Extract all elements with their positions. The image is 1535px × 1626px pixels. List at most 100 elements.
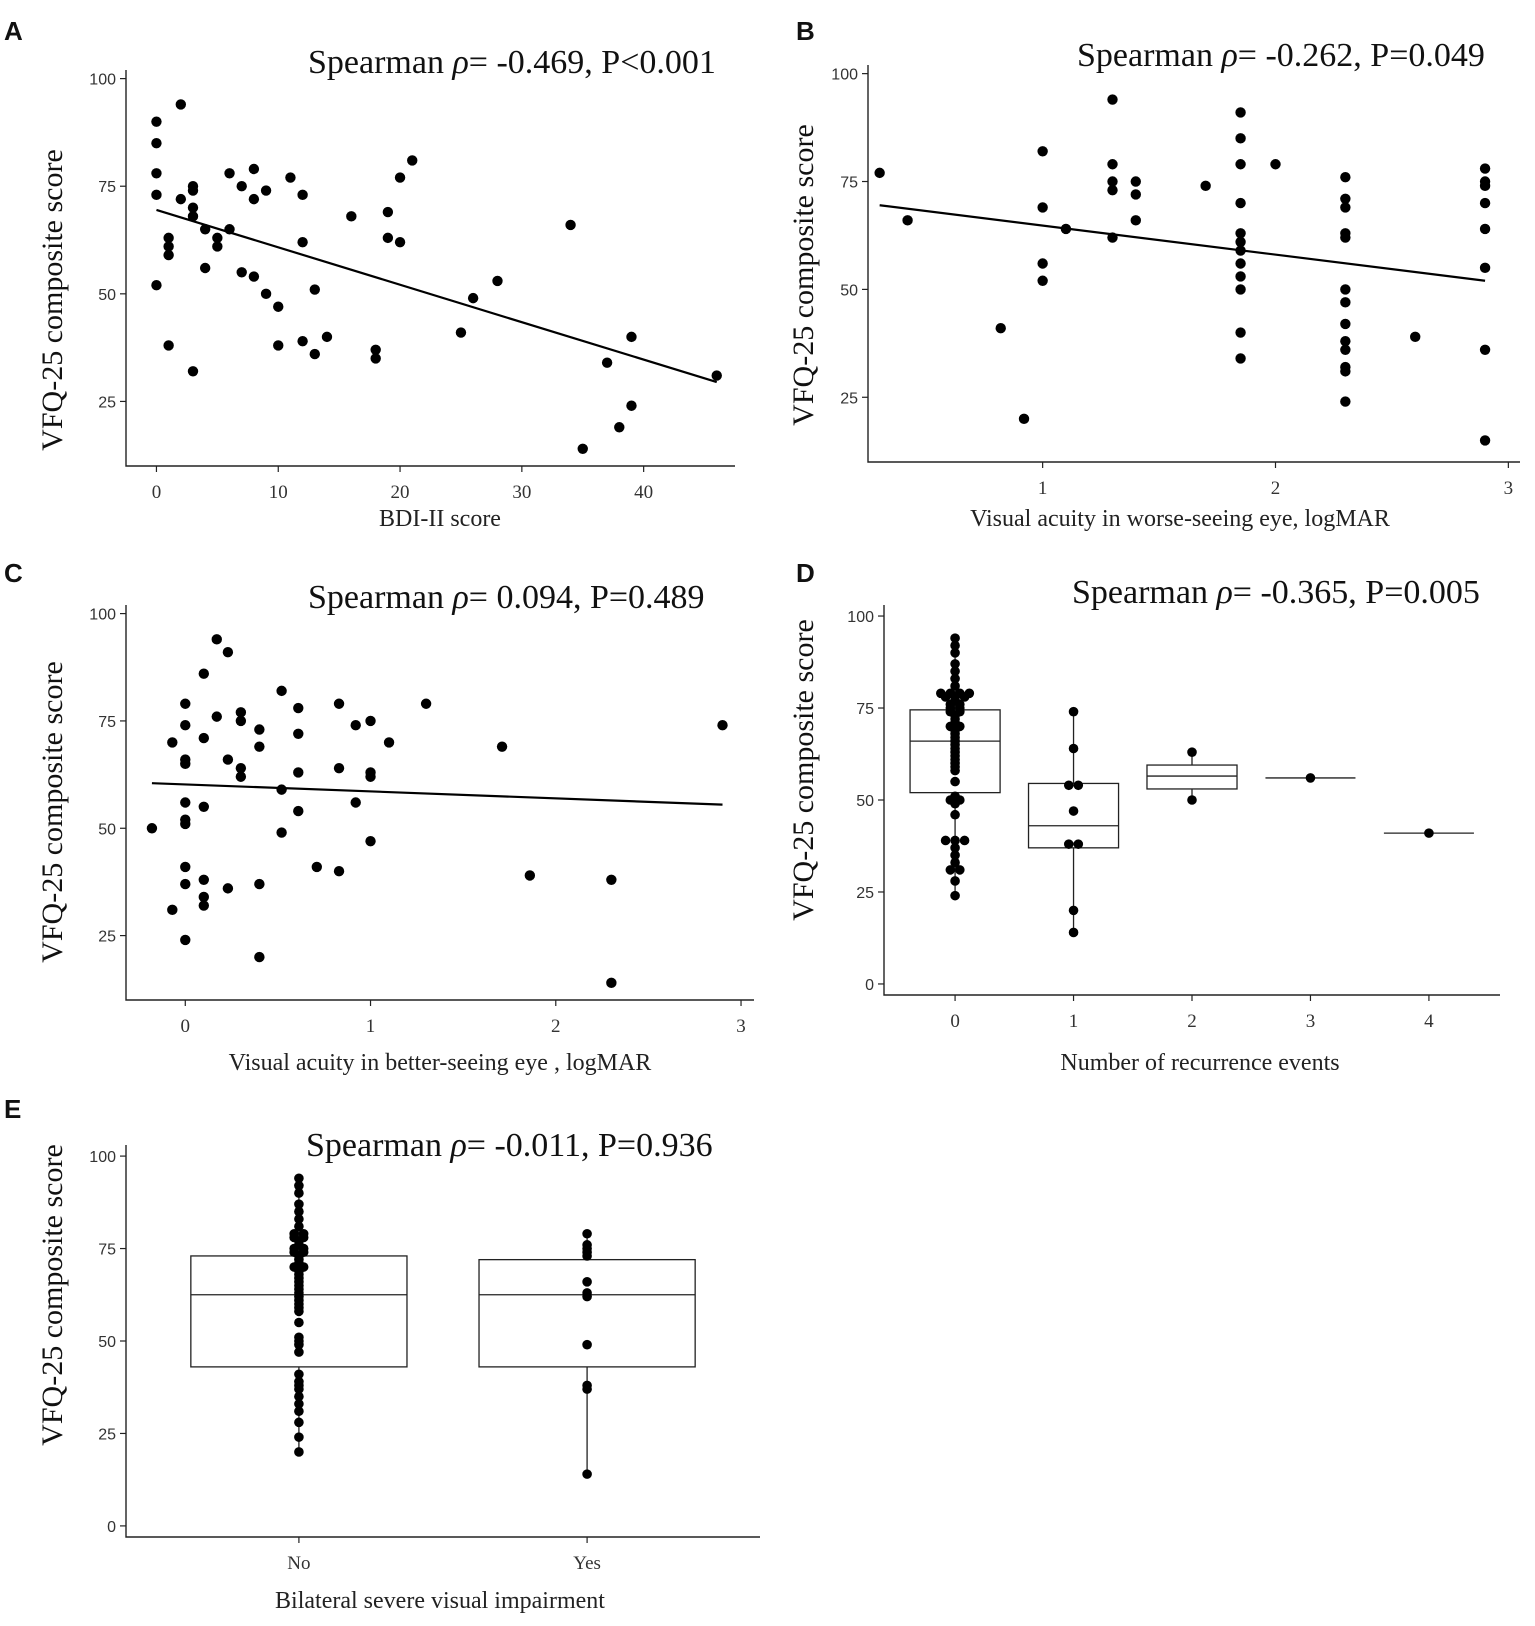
data-point <box>151 280 162 291</box>
data-point <box>187 202 199 213</box>
panel-e: E Spearman ρ= -0.011, P=0.936 VFQ-25 com… <box>4 1094 760 1614</box>
x-tick-label: 30 <box>512 482 531 503</box>
data-point <box>294 1180 304 1191</box>
data-point <box>940 692 951 702</box>
x-tick-label: 3 <box>1306 1011 1316 1032</box>
y-axis-label-d: VFQ-25 composite score <box>787 619 820 921</box>
data-point <box>1073 780 1084 791</box>
data-point <box>235 715 247 727</box>
y-tick-label: 0 <box>865 977 874 994</box>
x-tick-label: 2 <box>551 1016 561 1037</box>
data-point <box>1340 297 1351 308</box>
data-point <box>294 1306 304 1317</box>
data-point <box>294 1347 304 1357</box>
data-point <box>350 797 361 808</box>
stat-annotation-d: Spearman ρ= -0.365, P=0.005 <box>1072 574 1480 611</box>
data-point <box>1187 747 1197 757</box>
data-point <box>294 1173 304 1184</box>
data-point <box>614 422 625 433</box>
panel-letter-e: E <box>4 1094 21 1124</box>
ticks-e: 0 25 50 75 100 No Yes <box>89 1149 601 1574</box>
data-point <box>260 288 272 300</box>
data-point <box>1037 258 1048 269</box>
y-tick-label: 75 <box>98 714 116 731</box>
data-point <box>211 634 222 645</box>
data-point <box>297 335 308 347</box>
data-point <box>1018 413 1030 425</box>
data-point <box>151 116 162 127</box>
data-point <box>950 850 960 860</box>
data-point <box>254 951 265 963</box>
stat-annotation-a: Spearman ρ= -0.469, P<0.001 <box>308 44 716 81</box>
data-point <box>407 155 418 166</box>
y-tick-label: 50 <box>98 821 116 838</box>
ticks-a: 25 50 75 100 0 10 20 30 40 <box>89 72 653 503</box>
data-point <box>294 1221 304 1232</box>
data-point <box>1068 905 1079 916</box>
data-point <box>198 900 210 911</box>
data-point <box>1479 435 1491 446</box>
data-point <box>950 835 960 846</box>
data-point <box>180 758 191 770</box>
x-axis-label-b: Visual acuity in worse-seeing eye, logMA… <box>970 506 1390 532</box>
data-point <box>1235 107 1246 118</box>
data-point <box>224 168 235 179</box>
data-point <box>187 185 199 196</box>
data-point <box>1107 184 1118 196</box>
data-point <box>1340 396 1351 407</box>
data-point <box>1340 193 1351 204</box>
data-point <box>1107 94 1118 105</box>
data-point <box>1410 331 1421 343</box>
y-tick-label: 75 <box>840 175 858 192</box>
data-point <box>236 267 247 278</box>
data-point <box>273 301 284 312</box>
y-tick-label: 50 <box>856 793 874 810</box>
data-point <box>235 707 247 718</box>
regression-line <box>156 208 718 384</box>
y-tick-label: 25 <box>98 929 116 946</box>
data-point <box>1068 706 1079 717</box>
data-point <box>1068 927 1079 938</box>
axes-e <box>125 1145 760 1538</box>
data-point <box>950 666 960 677</box>
data-point <box>950 809 960 820</box>
data-point <box>950 659 960 669</box>
data-point <box>950 776 960 787</box>
panel-letter-a: A <box>4 16 23 46</box>
data-point <box>180 720 191 731</box>
data-point <box>582 1251 592 1261</box>
data-point <box>582 1228 592 1239</box>
marks-c <box>146 634 728 989</box>
x-axis-label-a: BDI-II score <box>379 506 501 532</box>
y-tick-label: 25 <box>98 1426 116 1443</box>
data-point <box>199 262 211 274</box>
data-point <box>222 754 234 765</box>
data-point <box>950 640 960 651</box>
data-point <box>333 865 345 877</box>
axes-c <box>125 605 754 1001</box>
axes-d <box>883 605 1500 996</box>
data-point <box>333 698 345 709</box>
data-point <box>321 331 333 343</box>
data-point <box>151 168 162 179</box>
data-point <box>211 711 222 722</box>
data-point <box>309 284 320 295</box>
stat-annotation-e: Spearman ρ= -0.011, P=0.936 <box>306 1127 713 1164</box>
data-point <box>1340 366 1351 377</box>
data-point <box>1200 180 1211 192</box>
data-point <box>565 219 576 231</box>
y-axis-label-a: VFQ-25 composite score <box>36 149 69 451</box>
data-point <box>492 275 503 287</box>
data-point <box>626 331 637 343</box>
y-tick-label: 100 <box>847 609 874 626</box>
data-point <box>1235 245 1246 256</box>
data-point <box>1235 133 1246 144</box>
panel-a: A Spearman ρ= -0.469, P<0.001 VFQ-25 com… <box>4 16 735 532</box>
data-point <box>285 172 296 183</box>
data-point <box>606 874 617 885</box>
data-point <box>582 1339 592 1350</box>
data-point <box>294 1432 304 1442</box>
y-tick-label: 50 <box>98 287 116 304</box>
data-point <box>1068 743 1079 754</box>
